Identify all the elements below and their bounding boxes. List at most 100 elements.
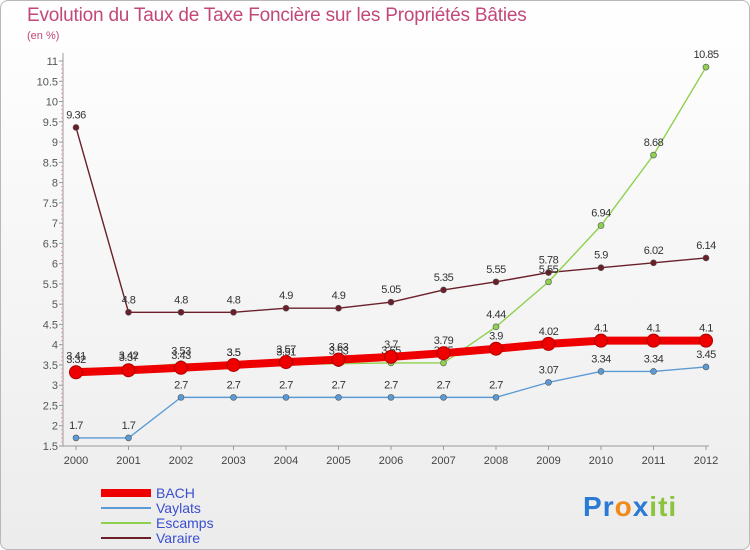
y-tick-label: 8.5 — [43, 157, 58, 169]
data-point-bach — [436, 346, 451, 361]
logo-letter: P — [583, 491, 603, 522]
data-point-vaylats — [72, 434, 80, 442]
data-label-varaire: 6.14 — [696, 240, 716, 252]
data-label-vaylats: 3.34 — [644, 353, 664, 365]
data-point-vaylats — [125, 434, 132, 442]
x-tick-label: 2005 — [326, 455, 350, 467]
y-tick-label: 9 — [52, 137, 58, 149]
legend-label-vaylats: Vaylats — [156, 500, 201, 516]
x-tick-label: 2010 — [589, 455, 613, 467]
data-label-bach: 3.5 — [227, 347, 241, 359]
data-point-escamps — [545, 278, 552, 286]
data-label-escamps: 3.42 — [119, 350, 139, 362]
data-point-vaylats — [282, 394, 290, 401]
data-point-vaylats — [492, 394, 500, 401]
data-label-varaire: 5.78 — [539, 255, 559, 267]
data-point-escamps — [440, 359, 447, 367]
data-label-varaire: 4.8 — [122, 294, 136, 306]
data-point-bach — [174, 360, 188, 375]
data-point-varaire — [230, 308, 237, 316]
data-label-varaire: 5.55 — [486, 264, 506, 276]
legend-label-bach: BACH — [156, 485, 195, 501]
data-point-varaire — [335, 304, 342, 312]
data-label-bach: 4.02 — [539, 326, 559, 338]
data-label-vaylats: 1.7 — [122, 420, 136, 432]
x-tick-label: 2002 — [169, 455, 193, 467]
data-point-escamps — [650, 151, 657, 159]
data-label-escamps: 3.51 — [276, 347, 296, 359]
data-label-vaylats: 3.34 — [591, 353, 611, 365]
data-label-vaylats: 2.7 — [384, 379, 398, 391]
logo-letter: r — [602, 491, 615, 522]
data-point-varaire — [177, 308, 185, 316]
data-point-vaylats — [335, 394, 342, 401]
legend-label-escamps: Escamps — [156, 515, 214, 531]
data-point-varaire — [440, 286, 447, 294]
y-tick-label: 5.5 — [43, 279, 58, 291]
y-tick-label: 10 — [46, 97, 58, 109]
data-point-vaylats — [545, 379, 552, 386]
data-point-bach — [384, 349, 398, 364]
data-point-bach — [541, 336, 556, 351]
y-tick-label: 5 — [52, 299, 58, 311]
data-label-bach: 3.79 — [434, 335, 454, 347]
x-tick-label: 2006 — [379, 455, 403, 467]
data-label-bach: 3.7 — [384, 339, 398, 351]
data-point-escamps — [492, 323, 500, 331]
x-tick-label: 2008 — [484, 455, 508, 467]
data-point-vaylats — [650, 368, 657, 375]
data-point-bach — [121, 363, 136, 378]
data-point-bach — [489, 341, 503, 356]
y-tick-label: 8 — [52, 178, 58, 190]
logo-letter: i — [649, 491, 659, 522]
x-tick-label: 2009 — [536, 455, 560, 467]
x-tick-label: 2004 — [274, 455, 298, 467]
data-label-bach: 4.1 — [594, 323, 608, 335]
data-point-varaire — [282, 304, 290, 312]
data-label-vaylats: 3.45 — [696, 349, 716, 361]
data-point-bach — [699, 333, 713, 348]
data-label-bach: 3.57 — [276, 344, 296, 356]
logo-letter: o — [614, 491, 633, 522]
data-label-varaire: 5.35 — [434, 272, 454, 284]
y-tick-label: 9.5 — [43, 117, 58, 129]
data-label-bach: 3.32 — [66, 354, 86, 366]
chart-subtitle: (en %) — [27, 30, 60, 42]
y-tick-label: 7.5 — [43, 198, 58, 210]
x-tick-label: 2000 — [64, 455, 88, 467]
data-label-bach: 4.1 — [699, 323, 713, 335]
data-label-varaire: 4.8 — [174, 294, 188, 306]
data-point-vaylats — [177, 394, 185, 401]
data-label-varaire: 5.05 — [381, 284, 401, 296]
data-point-vaylats — [230, 394, 237, 401]
data-label-vaylats: 2.7 — [332, 379, 346, 391]
data-label-vaylats: 3.07 — [539, 364, 559, 376]
data-label-vaylats: 2.7 — [227, 379, 241, 391]
x-tick-label: 2001 — [116, 455, 140, 467]
logo-letter: i — [668, 491, 678, 522]
chart-title: Evolution du Taux de Taxe Foncière sur l… — [27, 5, 527, 26]
data-point-varaire — [492, 278, 500, 286]
data-label-escamps: 3.53 — [171, 346, 191, 358]
data-label-vaylats: 2.7 — [174, 379, 188, 391]
data-label-varaire: 4.9 — [332, 290, 346, 302]
data-point-bach — [279, 355, 293, 370]
data-label-bach: 3.37 — [119, 352, 139, 364]
data-label-varaire: 5.9 — [594, 250, 608, 262]
y-tick-label: 6.5 — [43, 238, 58, 250]
y-tick-label: 10.5 — [37, 76, 58, 88]
data-point-escamps — [597, 222, 605, 229]
series-line-escamps — [75, 66, 707, 370]
y-tick-label: 4.5 — [43, 319, 58, 331]
data-point-varaire — [72, 124, 80, 131]
data-label-escamps: 3.5 — [227, 347, 241, 359]
data-point-varaire — [125, 308, 132, 316]
y-tick-label: 7 — [52, 218, 58, 230]
data-point-varaire — [387, 298, 395, 306]
data-label-vaylats: 2.7 — [437, 379, 451, 391]
y-tick-label: 3 — [52, 380, 58, 392]
data-label-vaylats: 1.7 — [69, 420, 83, 432]
logo-letter: t — [658, 491, 669, 522]
legend-label-varaire: Varaire — [156, 530, 200, 546]
data-point-varaire — [545, 269, 552, 276]
